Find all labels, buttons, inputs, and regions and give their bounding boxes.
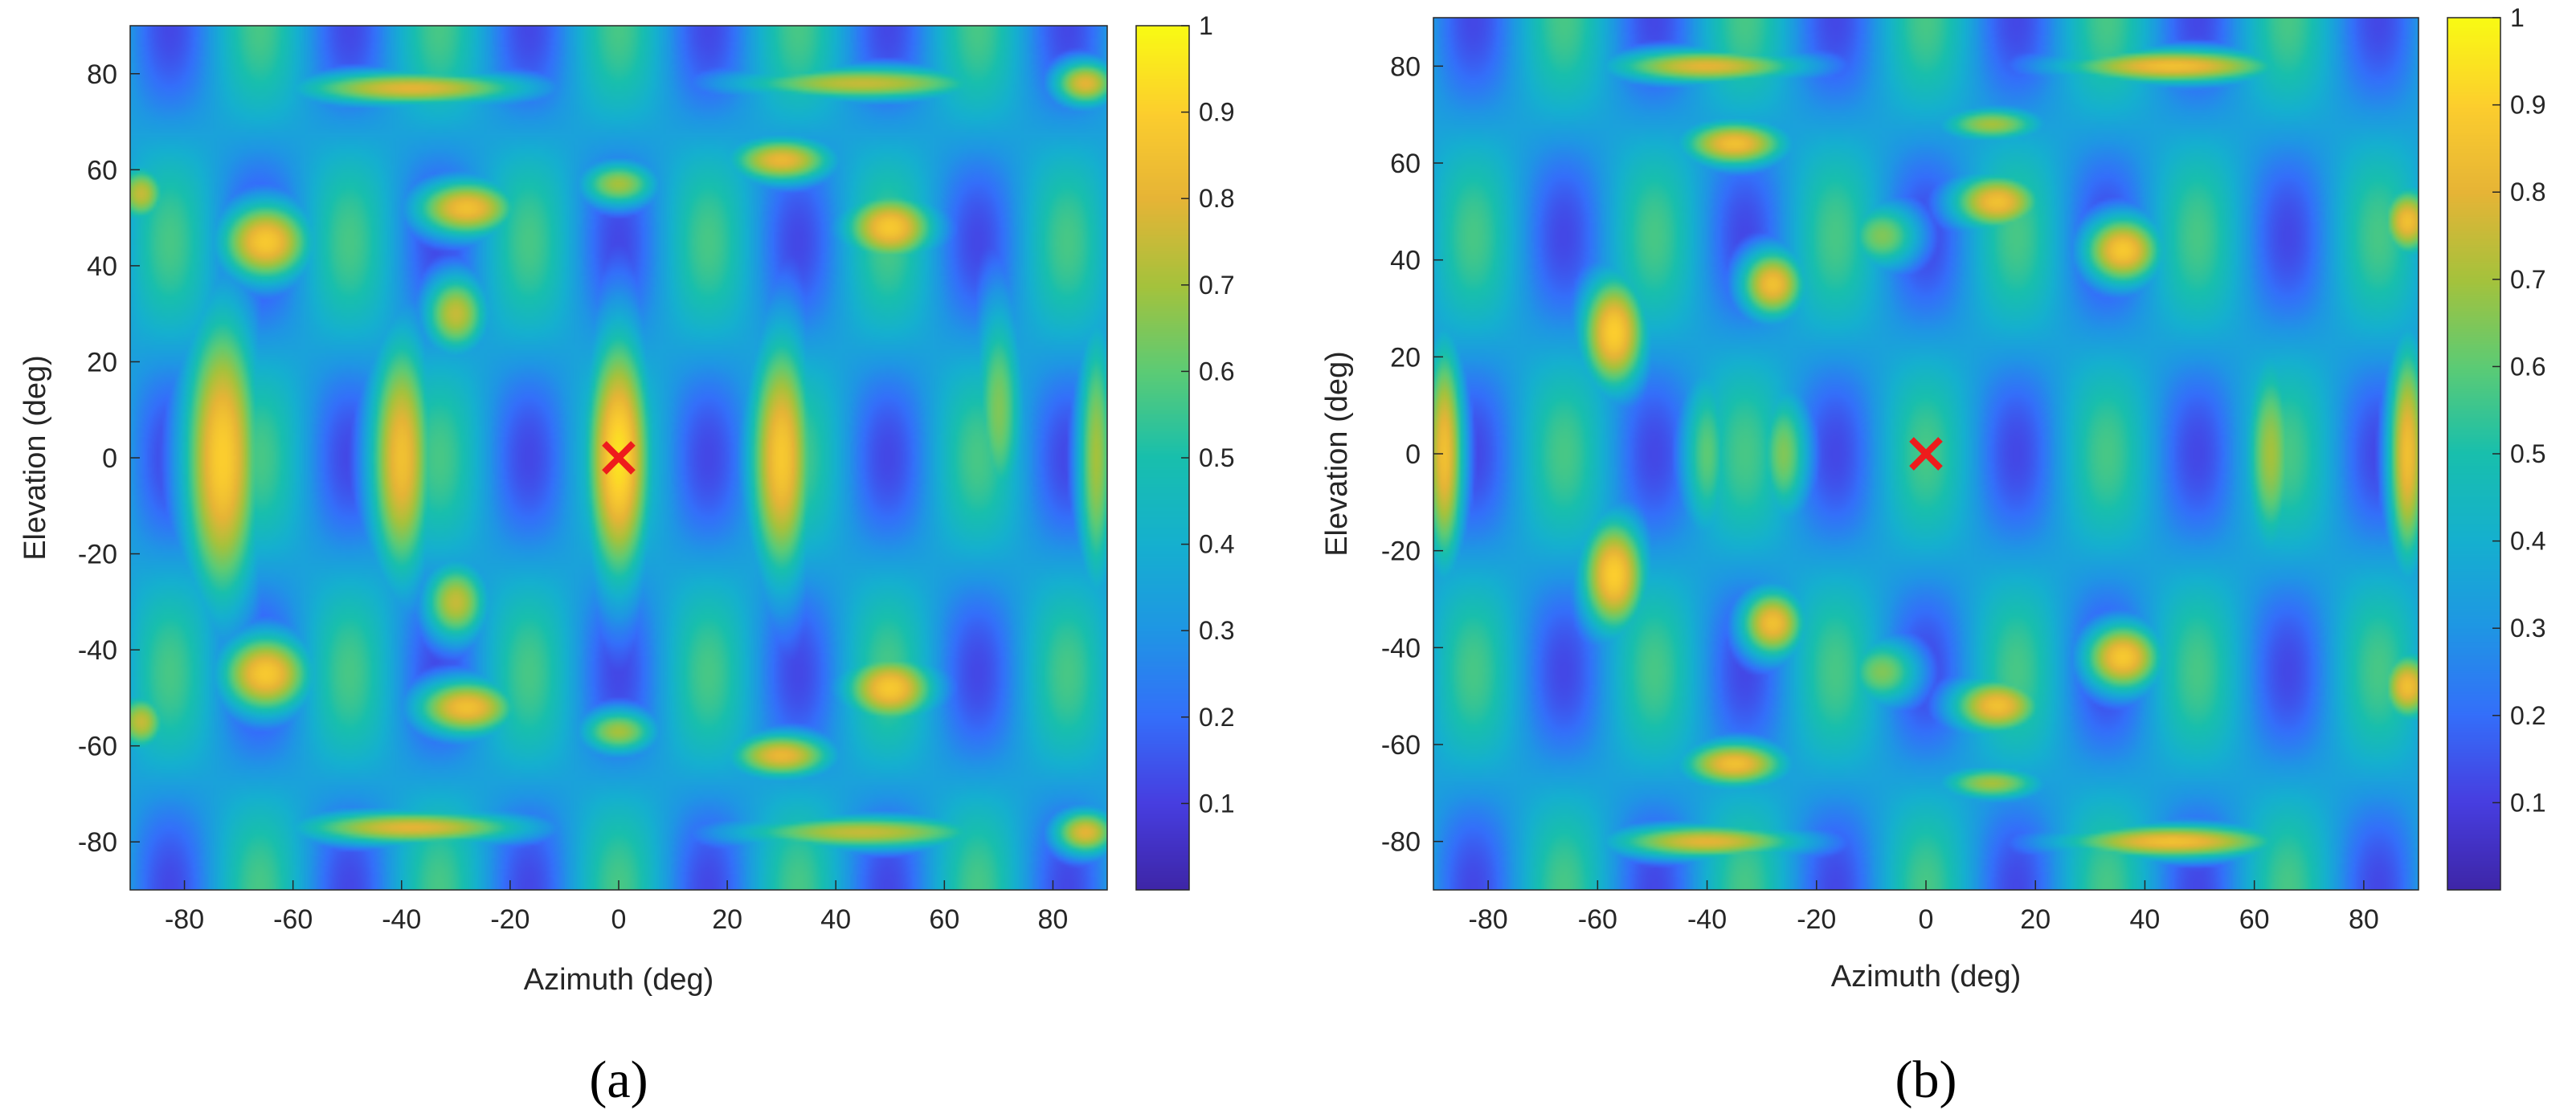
y-tick-label: 0 — [1405, 439, 1421, 470]
x-tick-label: -20 — [490, 904, 530, 935]
colorbar-tick-label: 0.1 — [2510, 788, 2545, 817]
x-tick-label: 60 — [2239, 904, 2270, 935]
colorbar-tick-label: 0.9 — [2510, 91, 2545, 120]
colorbar-tick-label: 0.6 — [1199, 357, 1234, 386]
y-tick-label: 80 — [87, 59, 117, 90]
x-tick-label: 60 — [929, 904, 959, 935]
colorbar-tick-label: 0.4 — [1199, 530, 1234, 559]
y-tick-label: -20 — [78, 540, 117, 570]
colorbar-tick-label: 0.2 — [2510, 701, 2545, 730]
y-tick-label: 20 — [1390, 342, 1421, 373]
x-tick-label: 20 — [2020, 904, 2051, 935]
x-ticks-a: -80 -60 -40 -20 0 20 40 60 80 — [165, 880, 1068, 935]
x-axis-label-b: Azimuth (deg) — [1831, 960, 2022, 994]
marker-b — [1909, 437, 1943, 471]
x-ticks-b: -80 -60 -40 -20 0 20 40 60 80 — [1469, 880, 2379, 935]
y-tick-label: -60 — [1381, 730, 1421, 761]
y-tick-label: -20 — [1381, 537, 1421, 567]
y-axis-label-a: Elevation (deg) — [18, 355, 52, 561]
x-tick-label: 80 — [1038, 904, 1069, 935]
colorbar-b — [2447, 18, 2500, 890]
y-tick-label: 40 — [87, 251, 117, 282]
marker-stroke-2 — [602, 441, 636, 475]
y-ticks-a: 80 60 40 20 0 -20 -40 -60 -80 — [78, 59, 140, 858]
y-axis-label-b: Elevation (deg) — [1320, 351, 1354, 557]
x-tick-label: -80 — [165, 904, 204, 935]
y-tick-label: -60 — [78, 732, 117, 762]
x-tick-label: 0 — [1919, 904, 1934, 935]
colorbar-tick-label: 0.8 — [1199, 184, 1234, 213]
y-tick-label: 0 — [102, 443, 117, 474]
colorbar-tick-label: 0.3 — [1199, 616, 1234, 645]
panel-a: -80 -60 -40 -20 0 20 40 60 80 80 60 40 20 0 -20 -40 -60… — [18, 11, 1234, 1109]
y-tick-label: 80 — [1390, 51, 1421, 82]
y-tick-label: -80 — [78, 827, 117, 858]
marker-stroke-2 — [1909, 437, 1943, 471]
y-tick-label: 60 — [87, 155, 117, 186]
colorbar-tick-label: 0.4 — [2510, 527, 2545, 556]
x-tick-label: -20 — [1797, 904, 1836, 935]
panel-caption-b: (b) — [1895, 1051, 1957, 1109]
x-tick-label: -40 — [1687, 904, 1727, 935]
colorbar-tick-label: 0.6 — [2510, 352, 2545, 381]
colorbar-tick-label: 1 — [1199, 11, 1213, 40]
x-tick-label: -60 — [1578, 904, 1617, 935]
x-tick-label: 80 — [2349, 904, 2379, 935]
colorbar-tick-label: 0.9 — [1199, 98, 1234, 127]
marker-a — [602, 441, 636, 475]
colorbar-tick-label: 0.5 — [1199, 443, 1234, 472]
colorbar-tick-label: 0.1 — [1199, 789, 1234, 818]
x-tick-label: 20 — [712, 904, 742, 935]
panel-caption-a: (a) — [589, 1051, 648, 1109]
y-tick-label: -40 — [78, 635, 117, 666]
colorbar-tick-label: 0.7 — [2510, 265, 2545, 294]
y-tick-label: -80 — [1381, 827, 1421, 858]
x-tick-label: 40 — [820, 904, 851, 935]
y-tick-label: 40 — [1390, 246, 1421, 276]
x-tick-label: 0 — [611, 904, 627, 935]
colorbar-tick-label: 0.7 — [1199, 271, 1234, 300]
y-tick-label: 60 — [1390, 149, 1421, 179]
y-ticks-b: 80 60 40 20 0 -20 -40 -60 -80 — [1381, 51, 1443, 858]
colorbar-ticks-a: 1 0.9 0.8 0.7 0.6 0.5 0.4 0.3 0.2 0.1 — [1181, 11, 1234, 818]
panel-b: -80 -60 -40 -20 0 20 40 60 80 80 60 40 20 0 -20 -40 -60… — [1320, 3, 2545, 1109]
colorbar-tick-label: 0.2 — [1199, 703, 1234, 732]
colorbar-tick-label: 1 — [2510, 3, 2525, 32]
colorbar-ticks-b: 1 0.9 0.8 0.7 0.6 0.5 0.4 0.3 0.2 0.1 — [2492, 3, 2545, 817]
colorbar-a — [1136, 26, 1189, 890]
y-tick-label: -40 — [1381, 633, 1421, 663]
x-tick-label: -80 — [1469, 904, 1508, 935]
colorbar-tick-label: 0.3 — [2510, 614, 2545, 643]
x-tick-label: 40 — [2130, 904, 2161, 935]
colorbar-tick-label: 0.5 — [2510, 439, 2545, 468]
colorbar-tick-label: 0.8 — [2510, 177, 2545, 206]
x-axis-label-a: Azimuth (deg) — [524, 963, 714, 997]
x-tick-label: -60 — [273, 904, 313, 935]
x-tick-label: -40 — [382, 904, 421, 935]
y-tick-label: 20 — [87, 347, 117, 377]
